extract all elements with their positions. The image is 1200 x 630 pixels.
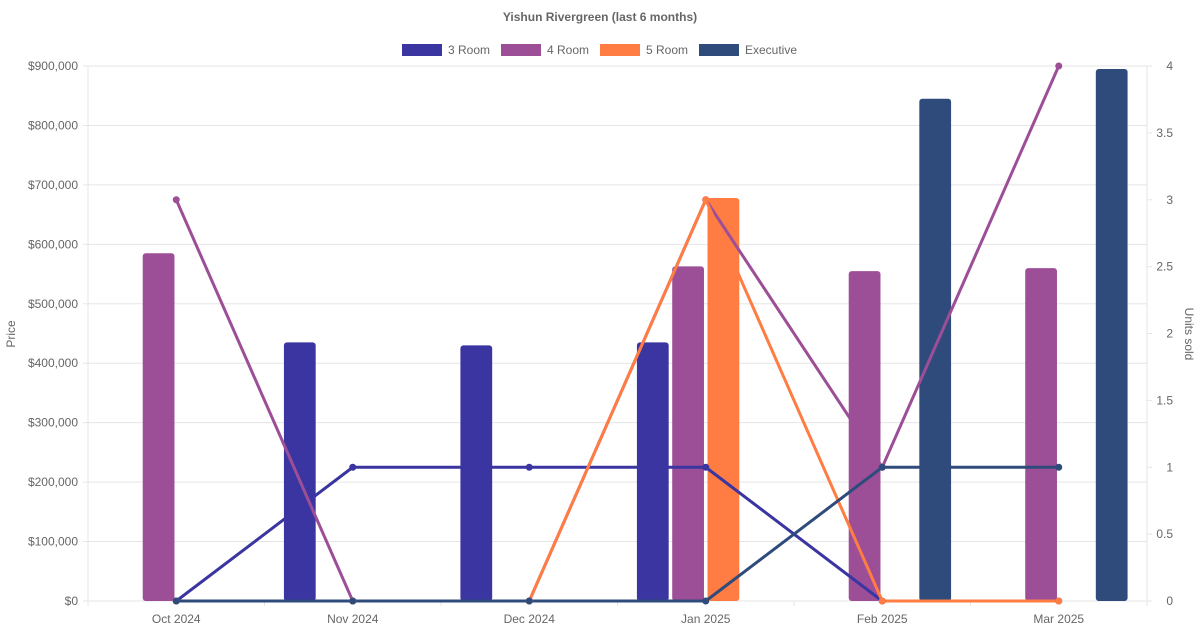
point-units-3-room-nov-2024[interactable]: [349, 463, 357, 471]
y-left-tick-label: $0: [65, 594, 79, 608]
y-left-axis-title: Price: [4, 320, 18, 348]
units-points: [172, 62, 1063, 605]
y-right-ticks: 0 0.5 1 1.5 2 2.5 3 3.5 4: [1156, 59, 1173, 608]
point-units-5-room-mar-2025[interactable]: [1055, 597, 1063, 605]
point-units-executive-nov-2024[interactable]: [349, 597, 357, 605]
legend-item-3-room[interactable]: 3 Room: [402, 43, 490, 57]
units-lines: [174, 65, 1061, 603]
y-left-tick-label: $500,000: [28, 297, 78, 311]
point-units-5-room-jan-2025[interactable]: [702, 196, 710, 204]
y-right-tick-label: 4: [1166, 59, 1173, 73]
chart-title: Yishun Rivergreen (last 6 months): [503, 10, 697, 24]
y-left-tick-label: $600,000: [28, 237, 78, 251]
x-tick-label: Nov 2024: [327, 612, 379, 626]
bar-3-room-nov-2024[interactable]: [283, 342, 316, 601]
point-units-3-room-dec-2024[interactable]: [525, 463, 533, 471]
x-tick-label: Jan 2025: [681, 612, 731, 626]
legend: 3 Room 4 Room 5 Room Executive: [402, 43, 797, 57]
y-left-tick-label: $800,000: [28, 118, 78, 132]
bar-4-room-oct-2024[interactable]: [142, 253, 175, 601]
legend-item-executive[interactable]: Executive: [699, 43, 797, 57]
x-tick-label: Oct 2024: [152, 612, 201, 626]
y-left-ticks: $0 $100,000 $200,000 $300,000 $400,000 $500,0…: [28, 59, 78, 608]
y-left-tick-label: $100,000: [28, 535, 78, 549]
bar-3-room-jan-2025[interactable]: [636, 342, 669, 601]
gridlines: [83, 65, 1152, 606]
y-left-tick-label: $700,000: [28, 178, 78, 192]
y-right-tick-label: 1: [1166, 460, 1173, 474]
x-axis-ticks: Oct 2024 Nov 2024 Dec 2024 Jan 2025 Feb 2025…: [152, 612, 1085, 626]
bar-5-room-jan-2025[interactable]: [707, 197, 740, 601]
y-right-tick-label: 3.5: [1156, 126, 1173, 140]
x-tick-label: Dec 2024: [504, 612, 556, 626]
y-right-axis-title: Units sold: [1182, 308, 1196, 361]
point-units-3-room-jan-2025[interactable]: [702, 463, 710, 471]
point-units-4-room-oct-2024[interactable]: [172, 196, 180, 204]
legend-swatch-3-room: [402, 44, 442, 56]
bar-4-room-feb-2025[interactable]: [848, 271, 881, 601]
point-units-executive-dec-2024[interactable]: [525, 597, 533, 605]
y-right-tick-label: 2.5: [1156, 260, 1173, 274]
line-units-executive: [176, 465, 1059, 603]
point-units-4-room-mar-2025[interactable]: [1055, 62, 1063, 70]
bar-3-room-dec-2024[interactable]: [460, 345, 493, 601]
legend-item-4-room[interactable]: 4 Room: [501, 43, 589, 57]
legend-label-5-room: 5 Room: [646, 43, 688, 57]
bar-executive-mar-2025[interactable]: [1095, 68, 1128, 601]
legend-label-3-room: 3 Room: [448, 43, 490, 57]
y-right-tick-label: 2: [1166, 327, 1173, 341]
point-units-executive-feb-2025[interactable]: [878, 463, 886, 471]
point-units-executive-mar-2025[interactable]: [1055, 463, 1063, 471]
point-units-5-room-feb-2025[interactable]: [878, 597, 886, 605]
bar-4-room-jan-2025[interactable]: [672, 266, 704, 601]
y-right-tick-label: 1.5: [1156, 393, 1173, 407]
y-right-tick-label: 3: [1166, 193, 1173, 207]
x-tick-label: Feb 2025: [857, 612, 908, 626]
y-left-tick-label: $200,000: [28, 475, 78, 489]
legend-label-executive: Executive: [745, 43, 797, 57]
y-left-tick-label: $400,000: [28, 356, 78, 370]
x-tick-label: Mar 2025: [1033, 612, 1084, 626]
legend-swatch-5-room: [600, 44, 640, 56]
legend-swatch-executive: [699, 44, 739, 56]
legend-label-4-room: 4 Room: [547, 43, 589, 57]
point-units-executive-jan-2025[interactable]: [702, 597, 710, 605]
price-bars: [142, 68, 1128, 601]
point-units-executive-oct-2024[interactable]: [172, 597, 180, 605]
legend-item-5-room[interactable]: 5 Room: [600, 43, 688, 57]
y-right-tick-label: 0.5: [1156, 527, 1173, 541]
y-right-tick-label: 0: [1166, 594, 1173, 608]
y-left-tick-label: $300,000: [28, 416, 78, 430]
bar-4-room-mar-2025[interactable]: [1025, 268, 1057, 601]
legend-swatch-4-room: [501, 44, 541, 56]
y-left-tick-label: $900,000: [28, 59, 78, 73]
